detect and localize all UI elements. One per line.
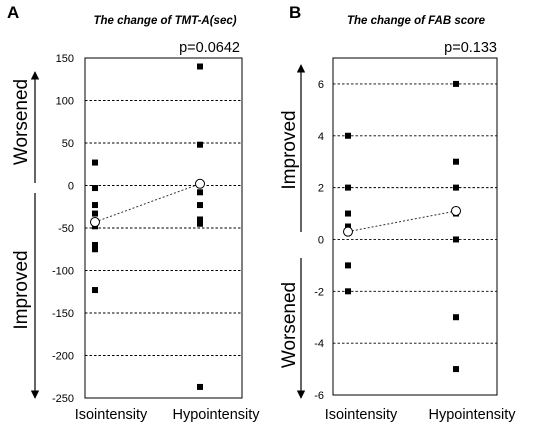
chart-title: The change of FAB score [347, 15, 486, 27]
y-tick-label: 50 [62, 138, 74, 150]
p-value-label: p=0.133 [444, 40, 497, 56]
data-point [345, 210, 351, 217]
data-point [197, 63, 203, 70]
y-tick-label: 0 [318, 234, 324, 246]
data-point [92, 287, 98, 294]
data-point [197, 383, 203, 390]
panel-letter: B [289, 3, 301, 22]
data-point [197, 141, 203, 148]
y-tick-label: 4 [318, 131, 324, 143]
data-point [92, 246, 98, 253]
data-point [197, 189, 203, 196]
data-point [92, 202, 98, 209]
panel-letter: A [7, 3, 19, 22]
data-point [453, 80, 459, 87]
region-label: Improved [11, 250, 32, 329]
data-point [92, 185, 98, 192]
y-tick-label: 100 [56, 96, 74, 108]
data-point [453, 366, 459, 373]
data-point [197, 202, 203, 209]
data-point [197, 220, 203, 227]
data-point [92, 159, 98, 166]
chart-title: The change of TMT-A(sec) [93, 15, 236, 27]
y-tick-label: -150 [52, 308, 74, 320]
y-tick-label: -4 [314, 338, 324, 350]
mean-connector-line [94, 183, 201, 223]
x-tick-label: Isointensity [325, 407, 398, 423]
x-tick-label: Isointensity [75, 407, 148, 423]
mean-marker [90, 217, 100, 228]
region-label: Worsened [11, 79, 32, 165]
mean-marker [451, 205, 461, 216]
data-point [345, 184, 351, 191]
y-tick-label: 0 [68, 181, 74, 193]
y-tick-label: -50 [58, 223, 74, 235]
data-point [453, 314, 459, 321]
x-tick-label: Hypointensity [172, 407, 260, 423]
data-point [453, 236, 459, 243]
data-point [453, 158, 459, 165]
data-point [453, 184, 459, 191]
y-tick-label: -100 [52, 266, 74, 278]
data-point [197, 216, 203, 223]
region-label: Improved [279, 110, 300, 189]
y-tick-label: -200 [52, 351, 74, 363]
mean-marker [343, 226, 353, 237]
p-value-label: p=0.0642 [179, 40, 240, 56]
data-point [345, 223, 351, 230]
mean-marker [195, 178, 205, 189]
data-point [345, 288, 351, 295]
region-label: Worsened [279, 282, 300, 368]
y-tick-label: -6 [314, 390, 324, 402]
data-point [345, 262, 351, 269]
x-tick-label: Hypointensity [428, 407, 516, 423]
data-point [92, 210, 98, 217]
data-point [92, 242, 98, 248]
plot-frame [332, 57, 498, 396]
y-tick-label: -2 [314, 286, 324, 298]
y-tick-label: -250 [52, 393, 74, 405]
y-tick-label: 150 [56, 53, 74, 65]
y-tick-label: 2 [318, 183, 324, 195]
y-tick-label: 6 [318, 79, 324, 91]
data-point [345, 132, 351, 139]
